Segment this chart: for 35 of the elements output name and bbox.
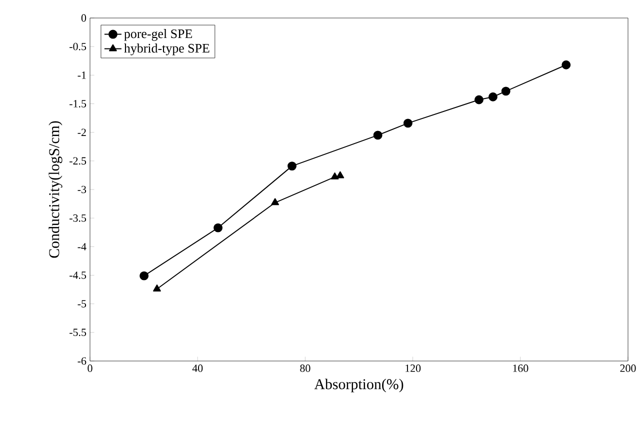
x-tick-label: 160 [513,364,528,372]
y-tick-label: -3 [78,186,86,194]
point [214,223,223,232]
x-axis-title: Absorption(%) [314,378,404,392]
point [336,171,344,178]
point [153,284,161,292]
y-tick-label: -1.5 [70,100,86,108]
y-tick-label: -6 [78,357,86,365]
point [488,92,498,102]
point [562,60,571,70]
legend-label: hybrid-type SPE [124,44,210,56]
y-tick-label: -4 [78,243,86,250]
point [288,162,297,171]
y-tick-label: 0 [81,14,86,22]
x-tick-label: 200 [620,364,636,372]
point [474,95,484,104]
point [271,198,280,206]
y-tick-label: -2 [78,128,86,136]
x-tick-label: 80 [300,364,310,372]
y-tick-label: -0.5 [70,42,86,50]
y-axis-title: Conductivity(logS/cm) [48,121,62,258]
x-tick-label: 0 [88,364,92,372]
point [501,86,510,96]
y-tick-label: -5 [78,300,86,308]
x-tick-label: 40 [192,364,203,372]
point [140,271,149,280]
y-tick-label: -5.5 [70,328,86,336]
y-tick-label: -4.5 [70,272,86,279]
y-tick-label: -3.5 [70,214,86,222]
y-tick-label: -1 [78,72,86,79]
point [403,118,412,128]
y-tick-label: -2.5 [70,157,86,165]
point [373,130,382,140]
legend-label: pore-gel SPE [124,29,192,41]
x-tick-label: 120 [406,364,421,372]
